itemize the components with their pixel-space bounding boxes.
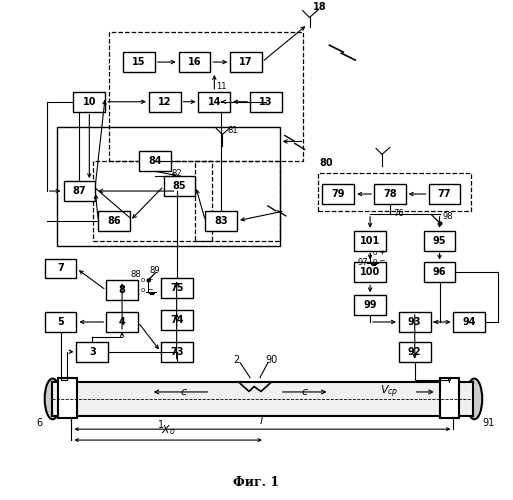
Bar xyxy=(354,295,386,315)
Bar xyxy=(453,312,485,332)
Text: 80: 80 xyxy=(320,158,333,168)
Bar xyxy=(52,382,473,416)
Text: 73: 73 xyxy=(170,347,183,357)
Bar xyxy=(399,312,430,332)
Text: 75: 75 xyxy=(170,284,183,294)
Text: $c$: $c$ xyxy=(301,387,309,397)
Bar xyxy=(318,173,471,211)
Bar xyxy=(205,211,237,231)
Bar xyxy=(57,378,77,418)
Text: 3: 3 xyxy=(89,347,96,357)
Text: 74: 74 xyxy=(170,315,183,325)
Bar xyxy=(179,52,210,72)
Text: 79: 79 xyxy=(331,189,345,199)
Bar xyxy=(76,342,108,361)
Bar xyxy=(45,312,76,332)
Text: 92: 92 xyxy=(408,347,422,357)
Bar xyxy=(123,52,155,72)
Bar xyxy=(230,52,262,72)
Text: o −: o − xyxy=(373,258,385,264)
Text: 101: 101 xyxy=(360,236,380,246)
Text: 76: 76 xyxy=(393,209,404,218)
Bar xyxy=(161,342,192,361)
Text: o +: o + xyxy=(373,250,385,256)
Ellipse shape xyxy=(466,378,482,419)
Text: 98: 98 xyxy=(443,212,453,222)
Bar xyxy=(161,278,192,298)
Bar xyxy=(323,184,354,204)
Text: 96: 96 xyxy=(433,268,446,278)
Text: 94: 94 xyxy=(463,317,476,327)
Text: 2: 2 xyxy=(233,354,239,364)
Text: Фиг. 1: Фиг. 1 xyxy=(233,476,279,488)
Bar xyxy=(199,92,230,112)
Bar xyxy=(161,310,192,330)
Bar xyxy=(429,184,460,204)
Text: 10: 10 xyxy=(83,97,96,107)
Bar xyxy=(399,342,430,361)
Text: 1: 1 xyxy=(157,420,164,430)
Text: 78: 78 xyxy=(383,189,397,199)
Bar xyxy=(56,126,280,246)
Text: 84: 84 xyxy=(148,156,162,166)
Text: 82: 82 xyxy=(172,169,182,178)
Bar xyxy=(374,184,406,204)
Text: 8: 8 xyxy=(119,286,126,296)
Text: $X_o$: $X_o$ xyxy=(162,424,176,437)
Bar xyxy=(106,312,138,332)
Bar xyxy=(440,378,460,418)
Bar xyxy=(98,211,130,231)
Bar xyxy=(45,258,76,278)
Text: 6: 6 xyxy=(36,418,43,428)
Bar xyxy=(164,176,195,196)
Text: 16: 16 xyxy=(188,57,201,67)
Text: 14: 14 xyxy=(208,97,221,107)
Text: 15: 15 xyxy=(132,57,146,67)
Text: 17: 17 xyxy=(240,57,253,67)
Text: 97: 97 xyxy=(358,258,368,267)
Text: $l$: $l$ xyxy=(260,414,265,426)
Bar xyxy=(93,162,212,240)
Bar xyxy=(250,92,282,112)
Text: 93: 93 xyxy=(408,317,422,327)
Bar xyxy=(64,181,95,201)
Text: 5: 5 xyxy=(57,317,64,327)
Text: 95: 95 xyxy=(433,236,446,246)
Bar xyxy=(354,230,386,250)
Text: 90: 90 xyxy=(266,354,278,364)
Text: 85: 85 xyxy=(173,181,186,191)
Ellipse shape xyxy=(45,378,61,419)
Text: 18: 18 xyxy=(312,2,326,12)
Bar xyxy=(424,262,456,282)
Bar xyxy=(195,162,280,240)
Bar xyxy=(354,262,386,282)
Bar xyxy=(109,32,303,162)
Bar xyxy=(139,152,171,171)
Text: 89: 89 xyxy=(150,266,161,275)
Text: 86: 86 xyxy=(107,216,121,226)
Text: 7: 7 xyxy=(57,264,64,274)
Text: 81: 81 xyxy=(227,126,238,135)
Text: 4: 4 xyxy=(119,317,126,327)
Text: 13: 13 xyxy=(259,97,273,107)
Bar xyxy=(424,230,456,250)
Text: $V_{cp}$: $V_{cp}$ xyxy=(380,384,398,400)
Text: 100: 100 xyxy=(360,268,380,278)
Text: 77: 77 xyxy=(438,189,451,199)
Text: $c$: $c$ xyxy=(180,387,188,397)
Bar xyxy=(73,92,105,112)
Text: 88: 88 xyxy=(131,270,141,279)
Text: 12: 12 xyxy=(158,97,171,107)
Bar xyxy=(149,92,181,112)
Text: o +: o + xyxy=(141,278,153,283)
Text: 99: 99 xyxy=(363,300,377,310)
Text: 87: 87 xyxy=(73,186,86,196)
Text: o −: o − xyxy=(141,288,153,294)
Text: 91: 91 xyxy=(482,418,495,428)
Text: 83: 83 xyxy=(214,216,228,226)
Text: 11: 11 xyxy=(216,82,227,92)
Bar xyxy=(106,280,138,300)
